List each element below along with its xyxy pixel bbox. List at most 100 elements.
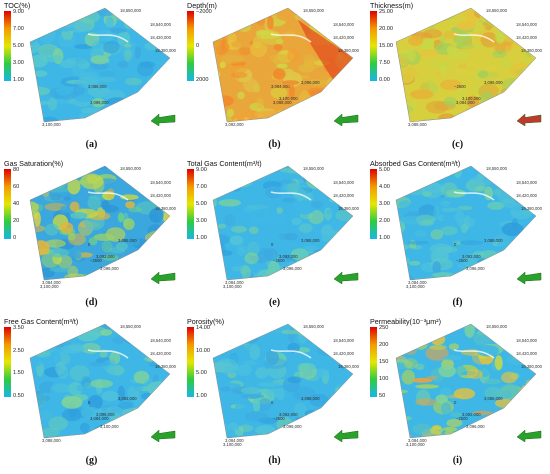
surface-patch	[67, 178, 81, 195]
surface-patch	[213, 273, 223, 280]
colorbar-title: Permeability(10⁻³μm²)	[370, 317, 442, 326]
surface-patch	[412, 423, 432, 435]
surface-patch	[430, 229, 444, 240]
surface-patch	[314, 101, 327, 113]
surface-patch	[435, 394, 448, 404]
surface-patch	[48, 248, 70, 258]
colorbar	[187, 169, 194, 239]
surface-patch	[474, 216, 483, 231]
surface-patch	[143, 355, 165, 362]
surface-patch	[329, 166, 347, 167]
surface-patch	[49, 351, 62, 364]
surface-patch	[124, 43, 132, 48]
surface-patch	[51, 383, 72, 393]
coordinate-label: 18,420,000	[150, 35, 171, 40]
surface-patch	[532, 254, 536, 260]
surface-patch	[53, 26, 74, 32]
fault-ridge	[453, 349, 495, 359]
surface-patch	[282, 80, 300, 85]
colorbar-tick-label: 7.00	[196, 184, 207, 190]
surface-patch	[501, 222, 524, 237]
surface-patch	[68, 20, 91, 33]
surface-patch	[484, 378, 502, 385]
surface-patch	[484, 186, 494, 201]
surface-patch	[345, 396, 353, 402]
surface-patch	[396, 55, 409, 68]
surface-patch	[213, 258, 216, 263]
surface-patch	[438, 202, 453, 209]
surface-patch	[253, 115, 278, 122]
surface-patch	[396, 327, 404, 341]
surface-patch	[213, 182, 219, 197]
coordinate-label: 18,380,000	[521, 206, 542, 211]
coordinate-label: 18,550,000	[303, 166, 324, 171]
surface-patch	[87, 196, 101, 210]
surface-patch	[30, 86, 51, 96]
surface-patch	[280, 111, 294, 119]
surface-patch	[242, 360, 257, 367]
surface-patch	[400, 29, 408, 36]
surface-patch	[63, 196, 71, 201]
surface-patch	[397, 338, 406, 352]
surface-patch	[292, 433, 315, 438]
surface-patch	[137, 61, 154, 77]
colorbar	[370, 327, 377, 397]
coordinate-label: 3,100,000	[40, 284, 59, 289]
coordinate-label: 3,088,000	[42, 438, 61, 443]
surface-patch	[433, 205, 440, 221]
surface-patch	[495, 427, 510, 437]
colorbar-tick-label: 10.00	[196, 347, 210, 354]
surface-patch	[521, 170, 536, 176]
surface-patch	[422, 191, 432, 197]
north-arrow-icon	[150, 429, 176, 442]
surface-patch	[455, 87, 467, 101]
coordinate-label: 3,100,000	[42, 122, 61, 127]
surface-patch	[133, 382, 144, 392]
surface-patch	[127, 421, 145, 429]
surface-patch	[263, 357, 288, 370]
surface-patch	[298, 20, 353, 80]
surface-patch	[229, 324, 239, 339]
surface-patch	[30, 402, 44, 414]
surface-patch	[231, 20, 244, 25]
colorbar	[370, 11, 377, 81]
coordinate-label: 0	[88, 400, 91, 405]
surface-patch	[312, 426, 328, 437]
surface-patch	[396, 389, 408, 394]
surface-patch	[456, 216, 476, 228]
map-panel: Free Gas Content(m³/t) 3.50 2.50 1.50 0.50 18…	[0, 316, 183, 474]
coordinate-label: 3,100,000	[223, 284, 242, 289]
coordinate-label: 18,550,000	[303, 8, 324, 13]
surface-patch	[486, 429, 497, 433]
coordinate-label: 18,380,000	[155, 48, 176, 53]
surface-patch	[397, 415, 412, 421]
surface-patch	[481, 107, 498, 112]
colorbar-tick-label: 25.00	[379, 9, 393, 15]
surface-patch	[50, 175, 63, 181]
surface-patch	[222, 330, 245, 342]
surface-patch	[255, 367, 269, 379]
surface-patch	[47, 97, 58, 111]
surface-patch	[111, 428, 122, 438]
surface-patch	[504, 324, 525, 329]
coordinate-label: 18,420,000	[516, 351, 537, 356]
surface-patch	[221, 54, 244, 64]
surface-patch	[70, 166, 93, 174]
surface-patch	[396, 107, 409, 119]
surface-patch	[415, 398, 437, 406]
coordinate-label: 3,084,000	[90, 416, 109, 421]
surface-patch	[32, 101, 40, 116]
surface-patch	[460, 9, 476, 18]
surface-patch	[283, 121, 299, 122]
surface-patch	[126, 254, 134, 261]
surface-patch	[106, 28, 128, 33]
surface-patch	[262, 324, 277, 329]
surface-patch	[80, 173, 104, 190]
surface-patch	[117, 385, 126, 402]
panel-caption: (g)	[85, 455, 98, 466]
coordinate-label: 3,096,000	[301, 80, 320, 85]
map-panel: Depth(m) −2000 0 2000 18,550,000 18,540,000 18…	[183, 0, 366, 158]
surface-patch	[213, 418, 222, 432]
surface-patch	[161, 97, 170, 113]
surface-patch	[348, 235, 353, 241]
